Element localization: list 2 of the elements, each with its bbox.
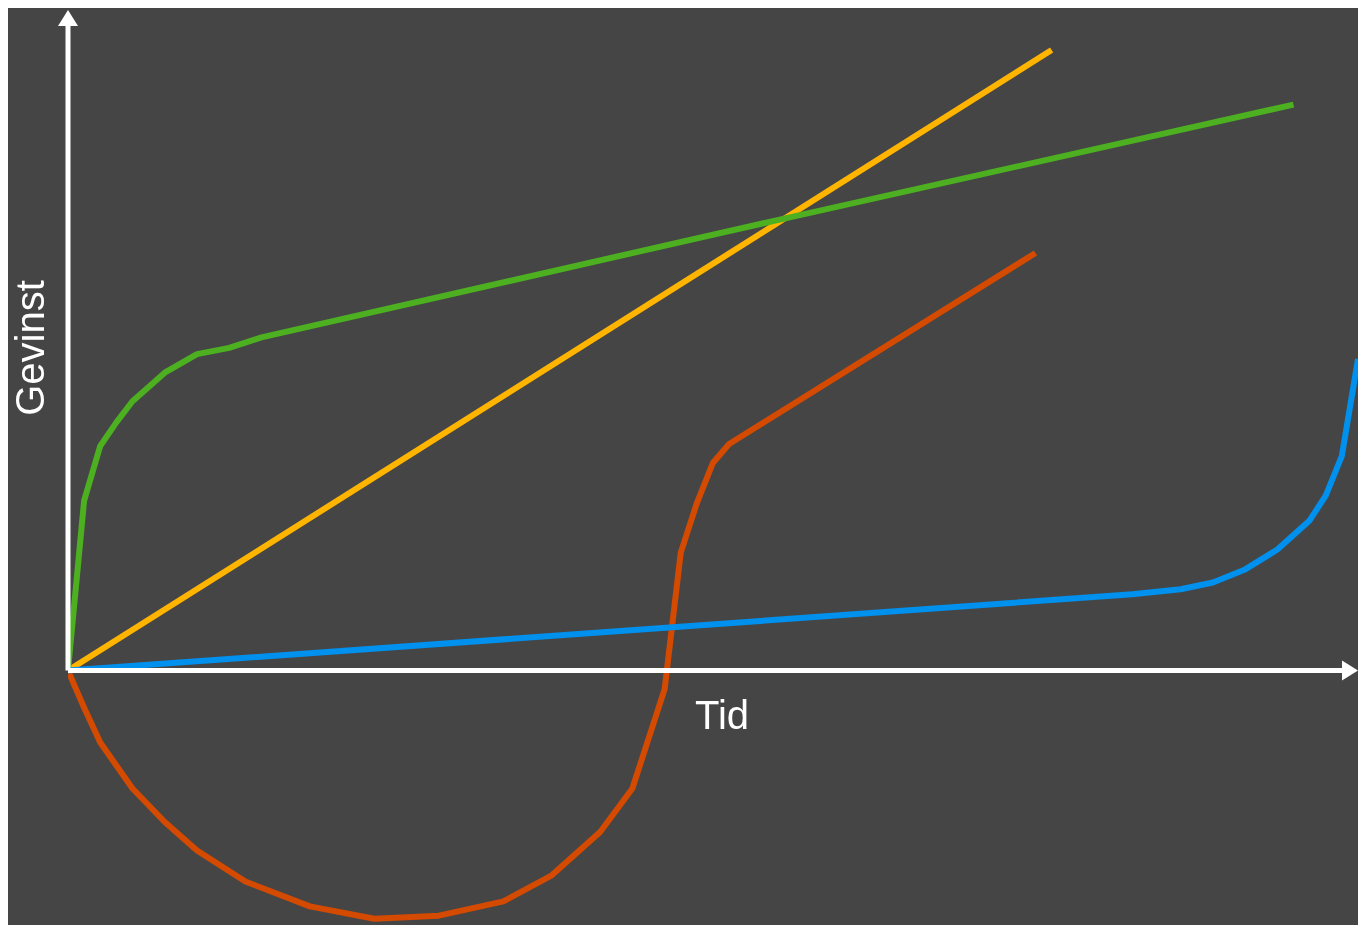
x-axis-title: Tid: [694, 692, 750, 737]
y-axis-title: Gevinst: [8, 280, 52, 416]
